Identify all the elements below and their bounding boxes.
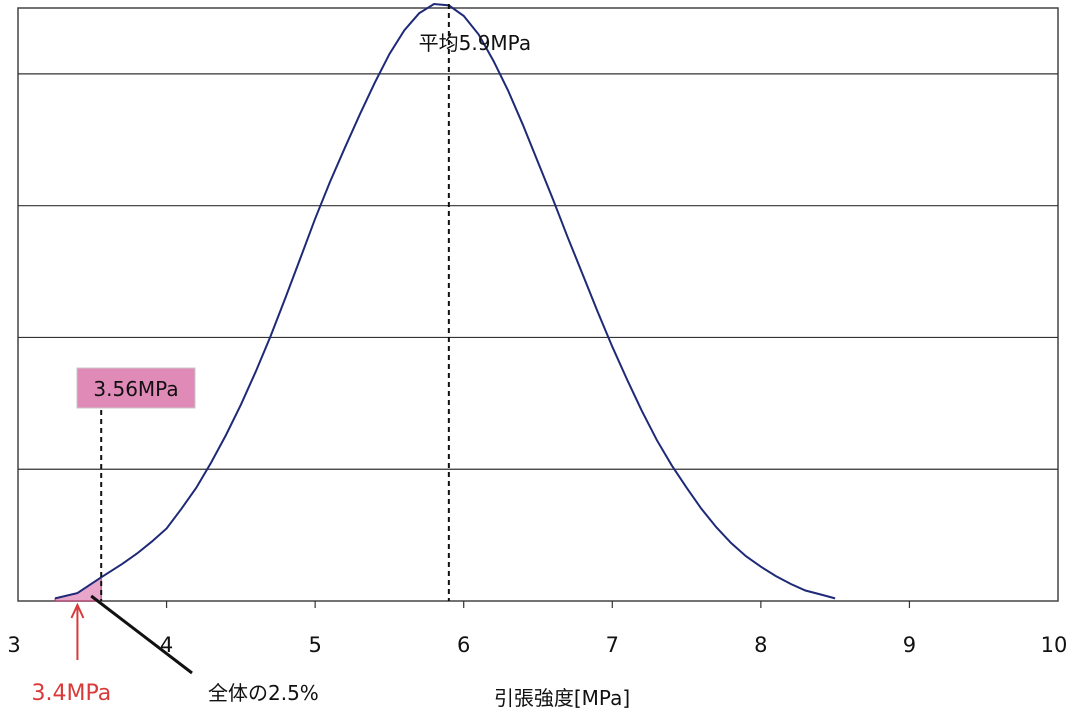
area-pointer-line <box>90 594 193 675</box>
x-tick-label: 7 <box>606 633 619 657</box>
mean-label: 平均5.9MPa <box>419 31 531 55</box>
area-percent-label: 全体の2.5% <box>208 681 319 705</box>
distribution-curve <box>54 2 836 600</box>
lower-bound-label: 3.4MPa <box>32 681 112 706</box>
x-axis-ticks: 3 4 5 6 7 8 9 10 <box>7 601 1067 657</box>
x-tick-label: 8 <box>754 633 767 657</box>
lower-bound-arrow-head <box>70 602 85 619</box>
gridlines <box>18 73 1058 470</box>
threshold-label-box <box>76 367 196 409</box>
plot-area <box>17 7 1059 602</box>
threshold-label: 3.56MPa <box>93 377 178 401</box>
x-tick-label: 6 <box>457 633 470 657</box>
x-tick-label: 3 <box>7 633 20 657</box>
x-tick-label: 10 <box>1041 633 1068 657</box>
x-tick-label: 5 <box>308 633 321 657</box>
x-tick-label: 9 <box>903 633 916 657</box>
x-axis-label: 引張強度[MPa] <box>494 686 630 710</box>
